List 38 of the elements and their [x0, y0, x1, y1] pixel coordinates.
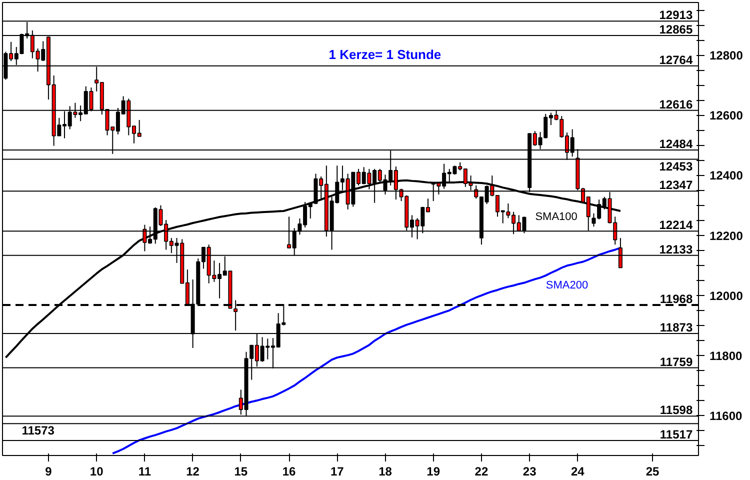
x-tick-label: 24	[571, 464, 585, 478]
ref-line-label: 11598	[660, 403, 693, 418]
ref-line-label: 12764	[659, 52, 693, 67]
ref-line-label: 12453	[659, 159, 693, 174]
ref-line-label: 11517	[660, 427, 693, 442]
ref-line-label: 11759	[660, 354, 693, 369]
x-tick-label: 15	[234, 464, 248, 478]
y-tick-label: 12400	[710, 168, 744, 183]
ref-line-label: 12133	[659, 242, 693, 256]
ref-line-label: 12214	[659, 218, 693, 232]
x-tick-label: 11	[138, 464, 152, 478]
x-tick-label: 12	[186, 464, 200, 478]
ref-line-label: 11968	[660, 292, 693, 306]
y-tick-label: 11600	[710, 409, 743, 424]
x-tick-label: 16	[282, 464, 296, 478]
ref-line-label: 12865	[659, 22, 693, 37]
ref-line-label: 12616	[659, 97, 693, 112]
ref-line-label: 11873	[660, 320, 693, 335]
y-tick-label: 12600	[710, 108, 744, 123]
y-tick-label: 11800	[710, 348, 743, 363]
x-tick-label: 22	[474, 464, 488, 478]
x-tick-label: 19	[426, 464, 440, 478]
ref-line-label: 12347	[659, 178, 693, 192]
x-tick-label: 18	[378, 464, 392, 478]
y-tick-label: 12800	[710, 48, 744, 63]
series-label: SMA200	[546, 280, 588, 292]
ref-line-label: 12484	[659, 136, 693, 151]
ref-line-label: 11573	[22, 424, 55, 438]
y-tick-label: 12000	[710, 288, 744, 303]
ref-line-label: 12913	[659, 8, 693, 22]
x-tick-label: 10	[90, 464, 104, 478]
y-tick-label: 12200	[710, 228, 744, 243]
x-tick-label: 17	[330, 464, 344, 478]
x-tick-label: 9	[45, 464, 52, 478]
annotation: 1 Kerze= 1 Stunde	[328, 47, 442, 62]
series-label: SMA100	[535, 211, 578, 224]
x-tick-label: 25	[646, 464, 660, 478]
x-tick-label: 23	[522, 464, 537, 478]
